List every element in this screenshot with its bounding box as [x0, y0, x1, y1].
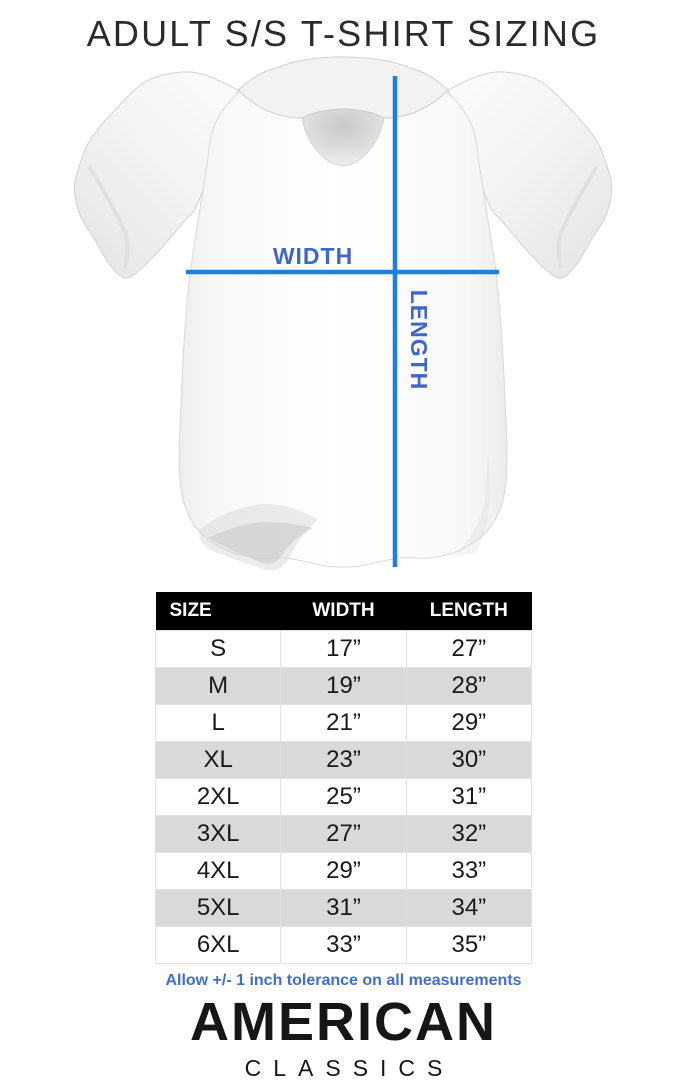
svg-text:WIDTH: WIDTH — [273, 243, 353, 269]
svg-text:LENGTH: LENGTH — [406, 290, 432, 391]
